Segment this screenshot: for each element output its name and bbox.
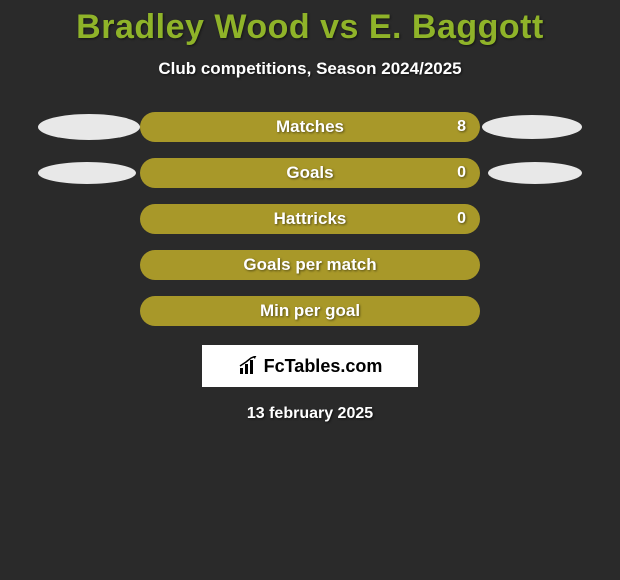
stat-label: Goals per match: [140, 255, 480, 275]
stat-value: 0: [457, 210, 466, 228]
right-indicator-slot: [480, 162, 590, 184]
stat-value: 8: [457, 118, 466, 136]
stat-label: Goals: [140, 163, 480, 183]
logo-box: FcTables.com: [202, 345, 418, 387]
right-ellipse: [482, 115, 582, 139]
stat-label: Hattricks: [140, 209, 480, 229]
stat-label: Matches: [140, 117, 480, 137]
right-ellipse: [488, 162, 582, 184]
left-indicator-slot: [30, 162, 140, 184]
logo: FcTables.com: [238, 356, 383, 377]
stat-row: Goals0: [0, 157, 620, 189]
subtitle: Club competitions, Season 2024/2025: [0, 59, 620, 79]
stat-bar: Min per goal: [140, 296, 480, 326]
right-indicator-slot: [480, 115, 590, 139]
stat-rows: Matches8Goals0Hattricks0Goals per matchM…: [0, 111, 620, 327]
stat-row: Matches8: [0, 111, 620, 143]
stat-row: Goals per match: [0, 249, 620, 281]
page-title: Bradley Wood vs E. Baggott: [0, 0, 620, 47]
stat-bar: Goals per match: [140, 250, 480, 280]
left-ellipse: [38, 114, 140, 140]
stat-bar: Goals0: [140, 158, 480, 188]
stat-row: Hattricks0: [0, 203, 620, 235]
logo-text: FcTables.com: [264, 356, 383, 377]
stat-bar: Matches8: [140, 112, 480, 142]
date-label: 13 february 2025: [0, 405, 620, 423]
stat-bar: Hattricks0: [140, 204, 480, 234]
stat-label: Min per goal: [140, 301, 480, 321]
stat-row: Min per goal: [0, 295, 620, 327]
left-indicator-slot: [30, 114, 140, 140]
left-ellipse: [38, 162, 136, 184]
stat-value: 0: [457, 164, 466, 182]
chart-icon: [238, 356, 260, 376]
